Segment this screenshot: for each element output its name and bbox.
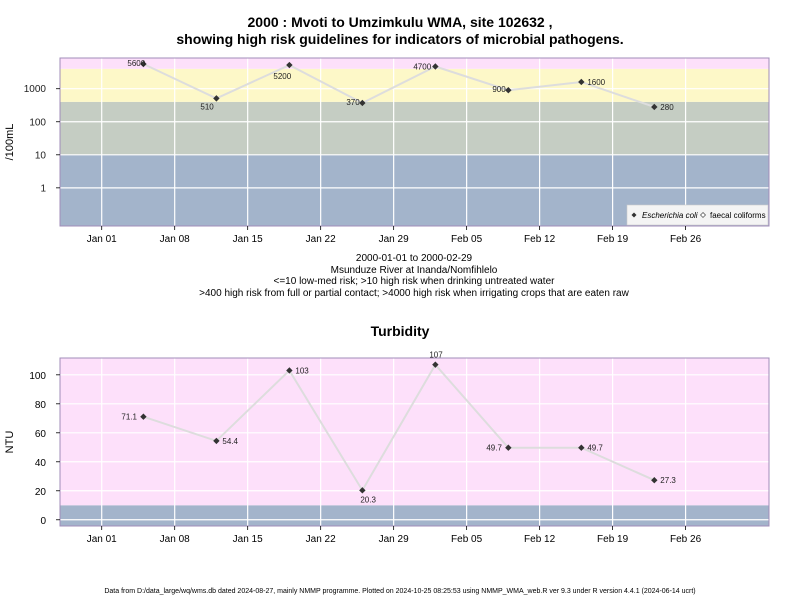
data-point-5 — [505, 87, 512, 94]
x-tick-label-1: Jan 08 — [160, 534, 190, 545]
x-tick-label-5: Feb 05 — [451, 534, 483, 545]
data-label-7: 27.3 — [660, 476, 676, 485]
data-label-1: 54.4 — [222, 437, 238, 446]
risk-band-3 — [60, 58, 769, 69]
caption-risk-drinking: <=10 low-med risk; >10 high risk when dr… — [273, 276, 555, 287]
x-tick-label-8: Feb 26 — [670, 534, 702, 545]
x-tick-label-2: Jan 15 — [233, 534, 263, 545]
x-tick-label-3: Jan 22 — [306, 534, 336, 545]
y-tick-label-2: 40 — [35, 458, 47, 469]
data-point-4 — [432, 63, 439, 70]
legend-marker-open — [700, 212, 706, 218]
data-point-4 — [432, 361, 439, 368]
x-tick-label-0: Jan 01 — [87, 234, 117, 245]
y-tick-label-3: 1000 — [24, 84, 47, 95]
y-tick-label-2: 100 — [29, 117, 46, 128]
x-tick-label-5: Feb 05 — [451, 234, 483, 245]
turbidity-title: Turbidity — [370, 323, 430, 339]
plot-frame — [59, 57, 770, 227]
legend-marker-filled — [631, 212, 637, 218]
panel-turbidity: Jan 01 Jan 08 Jan 15 Jan 22 Jan 29 Feb 05 Feb … — [4, 351, 770, 545]
risk-band-1 — [60, 101, 769, 155]
data-point-3 — [359, 99, 366, 107]
x-tick-label-6: Feb 12 — [524, 234, 556, 245]
y-axis-label: NTU — [4, 431, 16, 454]
caption-risk-contact: >400 high risk from full or partial cont… — [199, 287, 629, 299]
y-tick-label-3: 60 — [35, 429, 47, 440]
series-line-0 — [142, 63, 655, 108]
data-point-2 — [286, 61, 293, 69]
x-tick-label-4: Jan 29 — [379, 234, 409, 245]
data-point-7 — [651, 103, 658, 111]
x-tick-label-3: Jan 22 — [306, 234, 336, 245]
footer-note: Data from D:/data_large/wq/wms.db dated … — [104, 588, 696, 595]
data-label-6: 49.7 — [587, 444, 603, 453]
x-tick-label-7: Feb 19 — [597, 234, 629, 245]
y-tick-label-1: 10 — [35, 150, 47, 161]
data-label-4: 4700 — [413, 63, 431, 72]
legend-entry-0: Escherichia coli — [642, 211, 698, 220]
caption-site: Msunduze River at Inanda/Nomfihlelo — [330, 264, 498, 276]
x-tick-label-2: Jan 15 — [233, 234, 263, 245]
data-label-1: 510 — [200, 102, 214, 111]
legend: Escherichia coli faecal coliforms — [626, 204, 769, 226]
x-tick-label-6: Feb 12 — [524, 534, 556, 545]
data-point-0 — [140, 60, 147, 68]
panel-pathogens: Jan 01 Jan 08 Jan 15 Jan 22 Jan 29 Feb 05 Feb … — [4, 57, 770, 245]
x-tick-label-0: Jan 01 — [87, 534, 117, 545]
risk-band-2 — [60, 68, 769, 102]
data-label-2: 5200 — [273, 72, 291, 81]
data-point-6 — [578, 78, 585, 86]
risk-band-1 — [60, 358, 769, 506]
data-point-1 — [213, 437, 220, 445]
data-point-2 — [286, 367, 293, 374]
caption-date-range: 2000-01-01 to 2000-02-29 — [355, 253, 473, 264]
x-tick-label-7: Feb 19 — [597, 534, 629, 545]
data-point-3 — [359, 487, 366, 494]
chart-title-line2: showing high risk guidelines for indicat… — [176, 31, 624, 47]
data-label-0: 5600 — [127, 59, 145, 68]
data-label-4: 107 — [429, 351, 443, 360]
data-point-6 — [578, 444, 585, 451]
y-tick-label-4: 80 — [35, 400, 47, 411]
x-tick-label-4: Jan 29 — [379, 534, 409, 545]
plot-frame — [59, 357, 770, 527]
data-label-3: 20.3 — [360, 495, 376, 504]
x-tick-label-8: Feb 26 — [670, 234, 702, 245]
data-label-7: 280 — [660, 103, 674, 112]
data-label-3: 370 — [346, 98, 360, 107]
data-point-7 — [651, 476, 658, 484]
y-tick-label-0: 0 — [40, 516, 46, 527]
legend-entry-1: faecal coliforms — [710, 211, 766, 220]
data-label-5: 900 — [492, 85, 506, 94]
y-tick-label-0: 1 — [40, 183, 46, 194]
data-label-6: 1600 — [587, 78, 605, 87]
legend-box — [626, 204, 769, 226]
y-tick-label-5: 100 — [29, 371, 46, 382]
x-tick-label-1: Jan 08 — [160, 234, 190, 245]
data-label-2: 103 — [295, 366, 309, 375]
y-axis-label: /100mL — [4, 124, 16, 161]
risk-band-0 — [60, 505, 769, 526]
data-label-0: 71.1 — [121, 413, 137, 422]
data-point-1 — [213, 95, 220, 102]
data-point-5 — [505, 444, 512, 451]
y-tick-label-1: 20 — [35, 487, 47, 498]
series-line-0 — [143, 362, 655, 493]
chart-title-line1: 2000 : Mvoti to Umzimkulu WMA, site 1026… — [247, 14, 553, 30]
data-point-0 — [140, 413, 147, 420]
data-label-5: 49.7 — [486, 444, 502, 453]
